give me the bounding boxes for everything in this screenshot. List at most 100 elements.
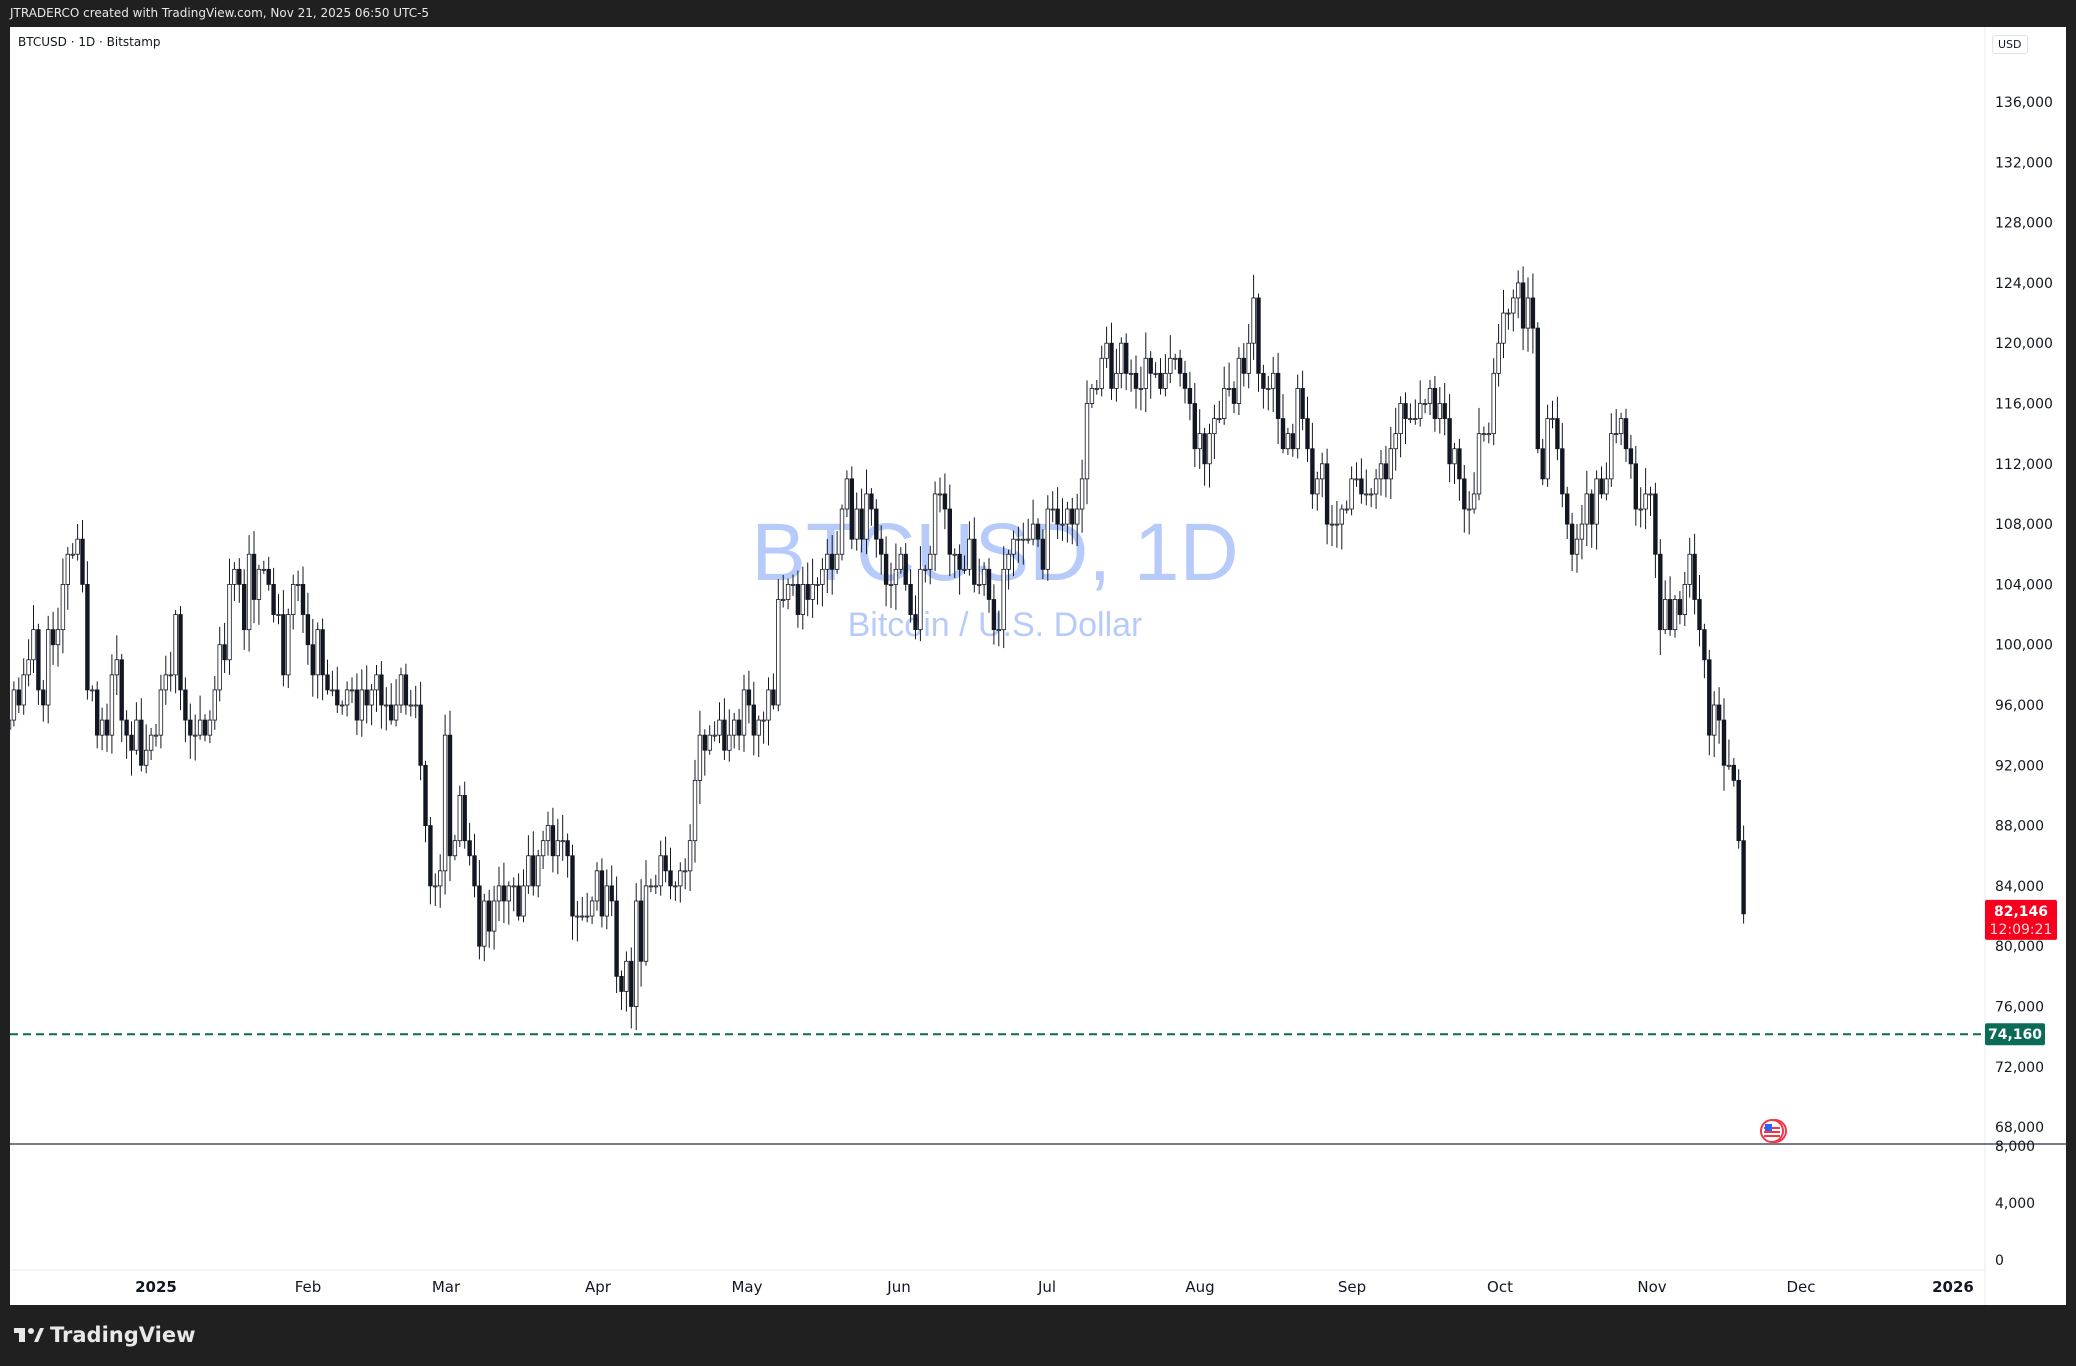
candle-body bbox=[41, 689, 46, 706]
candle-body bbox=[31, 629, 36, 661]
candle-body bbox=[21, 674, 26, 706]
candle-body bbox=[16, 689, 21, 706]
time-tick-label: Oct bbox=[1487, 1278, 1513, 1296]
candle-body bbox=[1344, 508, 1349, 511]
candle-body bbox=[1050, 508, 1055, 511]
candle-body bbox=[1011, 538, 1016, 555]
candle-body bbox=[771, 689, 776, 706]
candle-body bbox=[364, 689, 369, 706]
candle-body bbox=[271, 584, 276, 615]
candle-body bbox=[683, 870, 688, 873]
candle-body bbox=[766, 689, 771, 721]
candle-body bbox=[134, 719, 139, 751]
candle-body bbox=[36, 629, 41, 691]
chart-area[interactable]: BTCUSD, 1D Bitcoin / U.S. Dollar 136,000 13… bbox=[10, 27, 2066, 1305]
candle-body bbox=[1667, 599, 1673, 631]
candle-body bbox=[237, 568, 242, 585]
candle-body bbox=[972, 538, 977, 585]
candle-body bbox=[393, 704, 399, 721]
candle-body bbox=[1079, 478, 1085, 510]
candle-body bbox=[923, 568, 928, 571]
price-tick-label: 128,000 bbox=[1995, 216, 2053, 232]
candle-body bbox=[1609, 433, 1614, 480]
candle-body bbox=[1476, 433, 1482, 495]
candle-body bbox=[580, 915, 585, 918]
candle-body bbox=[1275, 372, 1281, 419]
candle-body bbox=[1731, 764, 1736, 781]
candle-body bbox=[290, 584, 296, 615]
candle-body bbox=[986, 568, 992, 600]
candle-body bbox=[227, 584, 232, 661]
candle-body bbox=[849, 478, 854, 540]
candle-body bbox=[354, 689, 360, 721]
candle-body bbox=[1702, 629, 1707, 661]
candle-body bbox=[1256, 297, 1261, 374]
candle-body bbox=[526, 855, 531, 887]
price-tick-label: 116,000 bbox=[1995, 397, 2053, 413]
candle-body bbox=[1143, 357, 1148, 389]
price-tick-label: 124,000 bbox=[1995, 276, 2053, 292]
time-tick-label: Jul bbox=[1037, 1278, 1056, 1296]
candle-body bbox=[1104, 342, 1109, 359]
currency-label[interactable]: USD bbox=[1992, 35, 2028, 54]
candle-body bbox=[330, 689, 335, 692]
candle-body bbox=[1692, 553, 1697, 600]
candle-body bbox=[1290, 433, 1295, 450]
candle-body bbox=[80, 538, 85, 585]
candle-body bbox=[888, 584, 894, 586]
candle-body bbox=[560, 840, 565, 843]
candle-body bbox=[1658, 553, 1663, 631]
candle-body bbox=[1212, 418, 1217, 435]
candle-body bbox=[1393, 433, 1398, 450]
candle-body bbox=[369, 689, 374, 706]
candle-body bbox=[1070, 508, 1075, 525]
candle-body bbox=[1618, 418, 1624, 435]
candle-body bbox=[609, 885, 614, 902]
candle-body bbox=[217, 644, 222, 691]
candle-body bbox=[442, 734, 448, 872]
candle-body bbox=[482, 900, 487, 947]
candle-body bbox=[1261, 372, 1266, 389]
candle-body bbox=[1579, 523, 1585, 540]
candle-body bbox=[143, 749, 149, 766]
candle-body bbox=[1422, 403, 1428, 405]
candle-body bbox=[1305, 418, 1310, 450]
candle-body bbox=[1403, 403, 1408, 419]
price-tick-label: 80,000 bbox=[1995, 939, 2044, 955]
candle-body bbox=[619, 975, 624, 992]
tradingview-logo[interactable]: TradingView bbox=[14, 1323, 195, 1347]
candle-body bbox=[1648, 493, 1653, 496]
candle-body bbox=[810, 584, 815, 600]
candle-body bbox=[1726, 764, 1732, 767]
candle-body bbox=[1707, 659, 1712, 736]
candle-body bbox=[707, 734, 712, 751]
candle-body bbox=[1506, 312, 1511, 315]
candle-body bbox=[1310, 448, 1315, 495]
last-price-tag bbox=[1985, 899, 2057, 940]
candle-body bbox=[1437, 403, 1442, 419]
candle-body bbox=[1045, 508, 1050, 570]
candle-body bbox=[99, 719, 105, 736]
candle-body bbox=[374, 674, 379, 691]
price-tick-label: 136,000 bbox=[1995, 95, 2053, 111]
candle-body bbox=[1525, 297, 1531, 329]
candle-body bbox=[869, 493, 874, 510]
candle-body bbox=[1560, 448, 1565, 495]
candle-body bbox=[1241, 357, 1246, 374]
candle-body bbox=[1192, 403, 1197, 450]
lower-pane-tick-label: 4,000 bbox=[1995, 1196, 2035, 1212]
candle-body bbox=[1545, 418, 1550, 480]
candle-body bbox=[727, 734, 732, 751]
candle-body bbox=[962, 568, 967, 571]
candle-body bbox=[839, 508, 845, 555]
candle-body bbox=[1026, 538, 1031, 541]
candle-body bbox=[114, 659, 119, 676]
candle-body bbox=[1207, 433, 1212, 465]
candle-body bbox=[893, 568, 899, 585]
candle-body bbox=[315, 629, 320, 676]
time-tick-label: May bbox=[731, 1278, 762, 1296]
candle-body bbox=[496, 885, 502, 902]
candle-body bbox=[1712, 704, 1717, 736]
candle-body bbox=[46, 629, 51, 706]
